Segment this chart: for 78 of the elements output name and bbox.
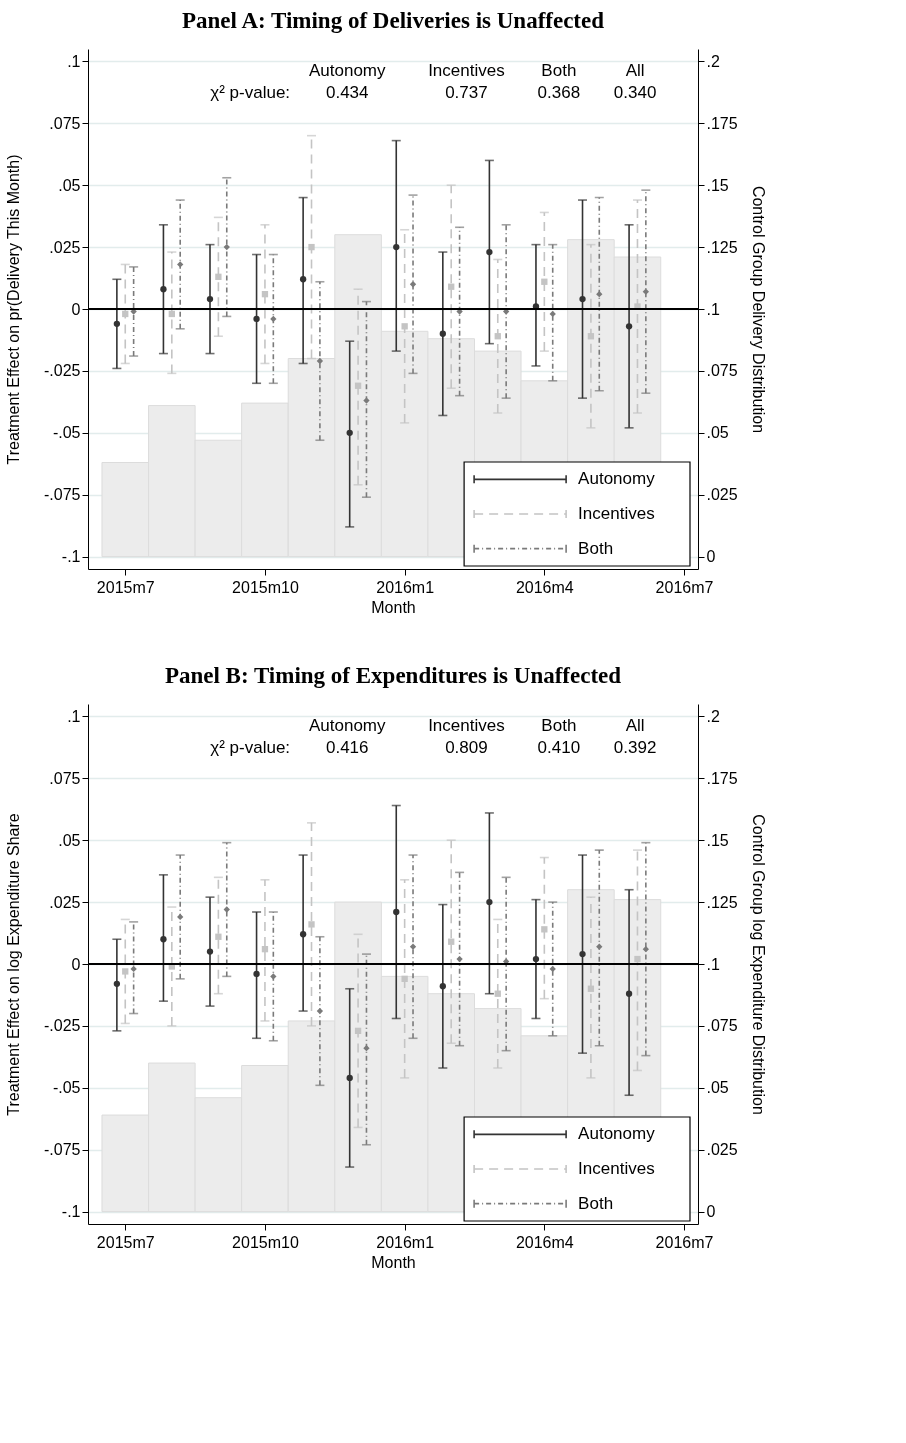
- x-tick-label: 2015m10: [232, 578, 299, 596]
- y-tick-label: -.075: [44, 1141, 81, 1159]
- legend-label: Autonomy: [578, 469, 656, 489]
- x-axis-title: Month: [371, 1253, 416, 1271]
- y-tick-label: .025: [49, 238, 81, 256]
- y-axis-title: Treatment Effect on log Expenditure Share: [5, 813, 23, 1116]
- y2-tick-label: .175: [706, 769, 738, 787]
- annotation: χ² p-value:: [210, 83, 291, 102]
- y2-tick-label: .075: [706, 362, 738, 380]
- x-tick-label: 2015m7: [96, 578, 155, 596]
- y-tick-label: 0: [71, 300, 81, 318]
- x-tick-label: 2015m10: [232, 1233, 299, 1251]
- annotation: 0.416: [325, 738, 369, 757]
- annotation: All: [625, 716, 645, 735]
- legend-label: Incentives: [578, 504, 655, 523]
- x-tick-label: 2015m7: [96, 1233, 155, 1251]
- y-axis-title: Treatment Effect on pr(Delivery This Month): [5, 154, 23, 465]
- annotation: χ² p-value:: [210, 738, 291, 757]
- annotation: 0.410: [537, 738, 581, 757]
- annotation: Autonomy: [308, 61, 387, 80]
- legend-label: Both: [578, 538, 614, 558]
- x-tick-label: 2016m1: [376, 578, 435, 596]
- y2-tick-label: 0: [706, 548, 716, 566]
- x-tick-label: 2016m7: [655, 1233, 714, 1251]
- y-tick-label: -.025: [44, 362, 81, 380]
- annotation: 0.368: [537, 83, 581, 102]
- y-tick-label: .1: [67, 52, 81, 70]
- chart-title: Panel A: Timing of Deliveries is Unaffected: [181, 8, 605, 33]
- y2-tick-label: .05: [706, 424, 729, 442]
- y2-tick-label: .15: [706, 831, 729, 849]
- y2-tick-label: .1: [706, 955, 720, 973]
- y2-tick-label: .025: [706, 486, 738, 504]
- chart-title: Panel B: Timing of Expenditures is Unaffected: [164, 663, 622, 688]
- annotation: Autonomy: [308, 716, 387, 735]
- legend-label: Autonomy: [578, 1124, 656, 1144]
- y-tick-label: -.025: [44, 1017, 81, 1035]
- y-tick-label: .05: [58, 831, 81, 849]
- annotation: Both: [541, 61, 577, 80]
- y2-tick-label: .2: [706, 52, 720, 70]
- y2-tick-label: .025: [706, 1141, 738, 1159]
- x-tick-label: 2016m4: [515, 1233, 574, 1251]
- y-tick-label: .05: [58, 176, 81, 194]
- x-tick-label: 2016m7: [655, 578, 714, 596]
- y-tick-label: .075: [49, 114, 81, 132]
- legend-label: Both: [578, 1193, 614, 1213]
- x-tick-label: 2016m4: [515, 578, 574, 596]
- y-tick-label: -.075: [44, 486, 81, 504]
- annotation: 0.809: [445, 738, 488, 757]
- y-tick-label: -.1: [61, 1203, 81, 1221]
- annotation: 0.737: [445, 83, 488, 102]
- y2-tick-label: .1: [706, 300, 720, 318]
- y2-tick-label: .05: [706, 1079, 729, 1097]
- y2-tick-label: .125: [706, 238, 738, 256]
- y2-axis-title: Control Group log Expenditure Distribution: [749, 814, 767, 1115]
- y-tick-label: -.05: [52, 424, 81, 442]
- y-tick-label: .1: [67, 707, 81, 725]
- annotation: 0.434: [325, 83, 369, 102]
- y2-tick-label: .15: [706, 176, 729, 194]
- y-tick-label: -.1: [61, 548, 81, 566]
- y-tick-label: .075: [49, 769, 81, 787]
- y2-tick-label: .075: [706, 1017, 738, 1035]
- y2-axis-title: Control Group Delivery Distribution: [749, 185, 767, 434]
- y2-tick-label: 0: [706, 1203, 716, 1221]
- y-tick-label: 0: [71, 955, 81, 973]
- annotation: Incentives: [428, 61, 505, 80]
- annotation: 0.340: [613, 83, 657, 102]
- legend-label: Incentives: [578, 1159, 655, 1178]
- y-tick-label: -.05: [52, 1079, 81, 1097]
- y2-tick-label: .175: [706, 114, 738, 132]
- annotation: Both: [541, 716, 577, 735]
- y2-tick-label: .125: [706, 893, 738, 911]
- annotation: Incentives: [428, 716, 505, 735]
- x-tick-label: 2016m1: [376, 1233, 435, 1251]
- annotation: 0.392: [613, 738, 657, 757]
- x-axis-title: Month: [371, 598, 416, 616]
- y-tick-label: .025: [49, 893, 81, 911]
- annotation: All: [625, 61, 645, 80]
- y2-tick-label: .2: [706, 707, 720, 725]
